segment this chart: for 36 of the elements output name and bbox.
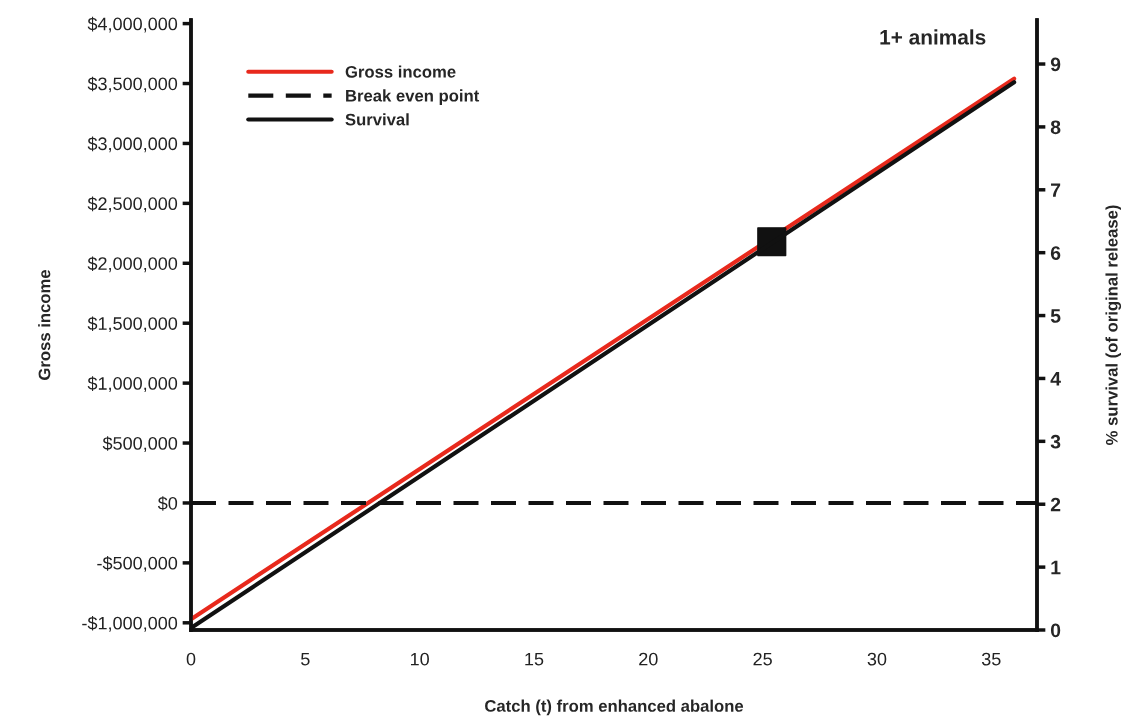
y2-tick-label: 6 xyxy=(1050,246,1061,260)
y-tick-label: $500,000 xyxy=(102,436,178,452)
legend-label: Gross income xyxy=(345,65,456,78)
y2-tick-label: 3 xyxy=(1050,434,1061,449)
y-tick-label: $0 xyxy=(157,496,178,511)
y2-axis-title: % survival (of original release) xyxy=(1105,205,1122,445)
y-tick-label: -$500,000 xyxy=(97,556,178,572)
x-tick-label: 0 xyxy=(186,652,196,666)
y2-tick-label: 4 xyxy=(1050,372,1061,386)
x-tick-label: 30 xyxy=(867,652,887,666)
chart-title: 1+ animals xyxy=(880,29,986,45)
legend-label: Break even point xyxy=(346,89,480,105)
y2-tick-label: 7 xyxy=(1051,183,1061,197)
y-tick-label: $4,000,000 xyxy=(87,16,178,33)
x-tick-label: 20 xyxy=(639,652,658,666)
x-axis-title: Catch (t) from enhanced abalone xyxy=(485,699,744,716)
y2-tick-label: 2 xyxy=(1050,497,1061,512)
y2-tick-label: 9 xyxy=(1050,57,1061,72)
x-tick-label: 10 xyxy=(410,652,429,666)
y2-tick-label: 8 xyxy=(1050,120,1061,135)
y-tick-label: $1,500,000 xyxy=(87,316,178,333)
y-tick-label: $3,500,000 xyxy=(87,76,178,93)
y-axis-title: Gross income xyxy=(38,269,51,380)
x-tick-label: 15 xyxy=(525,652,544,666)
y-tick-label: $1,000,000 xyxy=(87,376,178,392)
y-tick-label: $2,000,000 xyxy=(87,256,178,273)
x-tick-label: 5 xyxy=(301,652,310,666)
y2-tick-label: 0 xyxy=(1050,623,1061,638)
legend-label: Survival xyxy=(345,113,409,126)
y-tick-label: $2,500,000 xyxy=(87,196,178,213)
x-tick-label: 25 xyxy=(753,652,772,666)
y2-tick-label: 1 xyxy=(1051,560,1061,575)
y2-tick-label: 5 xyxy=(1050,309,1061,323)
x-tick-label: 35 xyxy=(981,652,1001,666)
y-tick-label: $3,000,000 xyxy=(87,136,178,153)
y-tick-label: -$1,000,000 xyxy=(82,615,178,632)
